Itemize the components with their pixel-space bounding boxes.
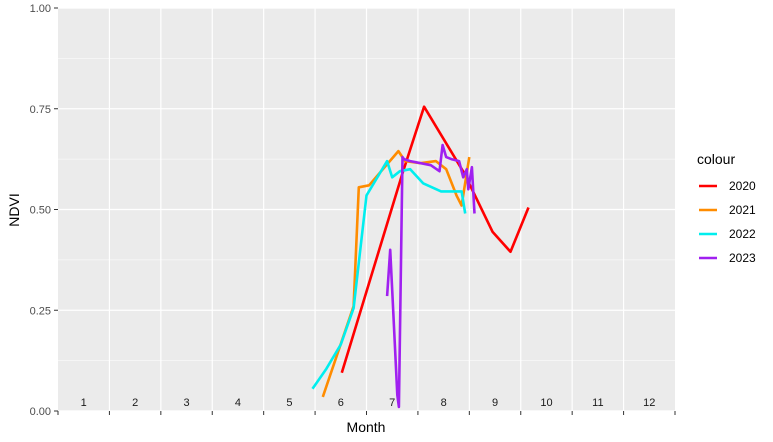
y-tick-label: 0.75 xyxy=(30,104,51,116)
month-label: 8 xyxy=(441,397,447,409)
month-label: 5 xyxy=(286,397,292,409)
legend-label-2022: 2022 xyxy=(729,227,756,241)
legend: colour 2020 2021 2022 2023 xyxy=(697,151,756,269)
grid-major xyxy=(58,7,675,412)
month-label: 3 xyxy=(183,397,189,409)
month-labels: 1 2 3 4 5 6 7 8 9 10 11 12 xyxy=(81,397,656,409)
month-label: 1 xyxy=(81,397,87,409)
month-label: 7 xyxy=(389,397,395,409)
legend-label-2020: 2020 xyxy=(729,179,756,193)
y-axis-title: NDVI xyxy=(6,193,22,226)
legend-label-2021: 2021 xyxy=(729,203,756,217)
y-tick-label: 0.00 xyxy=(30,406,51,418)
series-lines xyxy=(311,105,530,409)
y-tick-label: 0.25 xyxy=(30,305,51,317)
legend-title: colour xyxy=(697,151,735,167)
month-label: 10 xyxy=(540,397,552,409)
y-tick-label: 0.50 xyxy=(30,205,51,217)
month-label: 6 xyxy=(338,397,344,409)
series-line-2022 xyxy=(311,159,467,390)
month-label: 12 xyxy=(643,397,655,409)
month-label: 4 xyxy=(235,397,241,409)
month-label: 9 xyxy=(492,397,498,409)
y-axis-ticks: 0.00 0.25 0.50 0.75 1.00 xyxy=(30,3,58,418)
month-label: 11 xyxy=(592,397,603,409)
x-axis-ticks xyxy=(57,411,676,415)
legend-label-2023: 2023 xyxy=(729,251,756,265)
series-line-2023 xyxy=(385,143,476,409)
month-label: 2 xyxy=(132,397,138,409)
y-tick-label: 1.00 xyxy=(30,3,51,15)
x-axis-title: Month xyxy=(347,419,386,435)
